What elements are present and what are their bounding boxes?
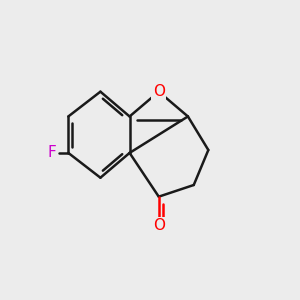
Text: F: F bbox=[48, 146, 57, 160]
Text: O: O bbox=[153, 84, 165, 99]
Text: O: O bbox=[153, 218, 165, 233]
